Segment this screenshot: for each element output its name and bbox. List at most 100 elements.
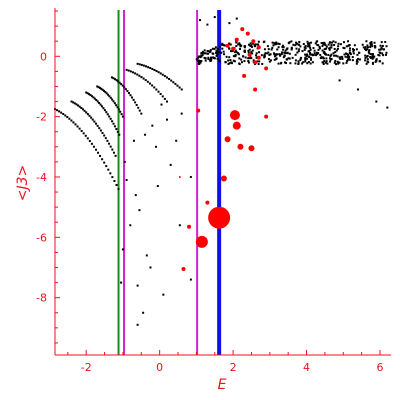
arc-point xyxy=(117,188,120,191)
arc-point xyxy=(123,86,126,89)
band-point xyxy=(299,45,302,48)
band-point xyxy=(219,45,222,48)
arc-point xyxy=(106,139,109,142)
band-point xyxy=(198,62,201,65)
arc-point xyxy=(82,132,85,135)
arc-point xyxy=(134,72,137,75)
scatter-point xyxy=(154,145,157,148)
arc-point xyxy=(77,104,80,107)
band-point xyxy=(270,59,273,62)
arc-point xyxy=(172,81,175,84)
band-point xyxy=(298,40,301,43)
scatter-point xyxy=(228,22,231,25)
y-axis-title: <J3> xyxy=(15,165,31,202)
band-point xyxy=(332,52,335,55)
band-point xyxy=(366,48,369,51)
band-point xyxy=(365,55,368,58)
band-point xyxy=(357,51,360,54)
band-point xyxy=(369,42,372,45)
scatter-point xyxy=(356,88,359,91)
band-point xyxy=(322,57,325,60)
arc-point xyxy=(95,122,98,125)
band-point xyxy=(273,55,276,58)
band-point xyxy=(200,55,203,58)
band-point xyxy=(322,63,325,65)
band-point xyxy=(371,55,374,58)
band-point xyxy=(291,56,294,59)
arc-point xyxy=(155,88,158,91)
band-point xyxy=(210,58,213,61)
band-point xyxy=(384,40,387,43)
band-point xyxy=(337,45,340,48)
band-point xyxy=(369,53,372,56)
arc-point xyxy=(109,96,112,99)
band-point xyxy=(352,50,355,53)
band-point xyxy=(290,40,293,43)
band-point xyxy=(313,49,316,52)
scatter-point xyxy=(162,293,165,296)
band-point xyxy=(369,56,372,59)
band-point xyxy=(336,60,339,63)
band-point xyxy=(292,43,295,46)
band-point xyxy=(335,54,338,57)
band-point xyxy=(371,53,374,56)
band-point xyxy=(303,48,306,51)
band-point xyxy=(366,58,369,61)
band-point xyxy=(258,51,261,54)
band-point xyxy=(333,54,336,57)
scatter-point xyxy=(145,254,148,257)
arc-point xyxy=(103,109,106,112)
band-point xyxy=(239,45,242,48)
arc-point xyxy=(101,131,104,134)
arc-point xyxy=(93,120,96,123)
band-point xyxy=(351,59,354,62)
arc-point xyxy=(138,109,141,112)
band-point xyxy=(262,41,265,44)
arc-point xyxy=(91,118,94,121)
arc-point xyxy=(111,98,114,101)
arc-point xyxy=(117,108,120,111)
arc-point xyxy=(136,73,139,76)
band-point xyxy=(328,47,331,50)
band-point xyxy=(204,57,207,60)
band-point xyxy=(217,51,220,54)
red-marker xyxy=(240,27,245,32)
band-point xyxy=(209,49,212,52)
band-point xyxy=(221,42,224,45)
band-point xyxy=(243,46,246,49)
band-point xyxy=(321,45,324,48)
band-point xyxy=(381,52,384,55)
arc-point xyxy=(174,82,177,85)
arc-point xyxy=(115,79,118,82)
band-point xyxy=(223,53,226,56)
band-point xyxy=(304,60,307,63)
band-point xyxy=(285,62,288,65)
band-point xyxy=(222,44,225,47)
band-point xyxy=(223,44,226,47)
band-point xyxy=(250,44,253,47)
band-point xyxy=(233,51,236,54)
arc-point xyxy=(94,148,97,151)
x-tick-label: 6 xyxy=(376,361,383,374)
band-point xyxy=(275,41,278,44)
band-point xyxy=(379,44,382,47)
band-point xyxy=(304,53,307,56)
scatter-point xyxy=(178,224,181,227)
arc-point xyxy=(140,112,143,115)
arc-point xyxy=(88,114,91,117)
arc-point xyxy=(56,109,59,112)
band-point xyxy=(281,44,284,47)
arc-point xyxy=(140,76,143,79)
band-point xyxy=(271,41,274,44)
y-tick-label: 0 xyxy=(40,50,47,63)
red-marker xyxy=(251,39,256,44)
band-point xyxy=(286,51,289,54)
band-point xyxy=(287,42,290,45)
band-point xyxy=(336,55,339,58)
band-point xyxy=(349,47,352,50)
band-point xyxy=(297,63,300,65)
band-point xyxy=(211,52,214,55)
arc-point xyxy=(126,90,129,93)
arc-point xyxy=(103,161,106,164)
